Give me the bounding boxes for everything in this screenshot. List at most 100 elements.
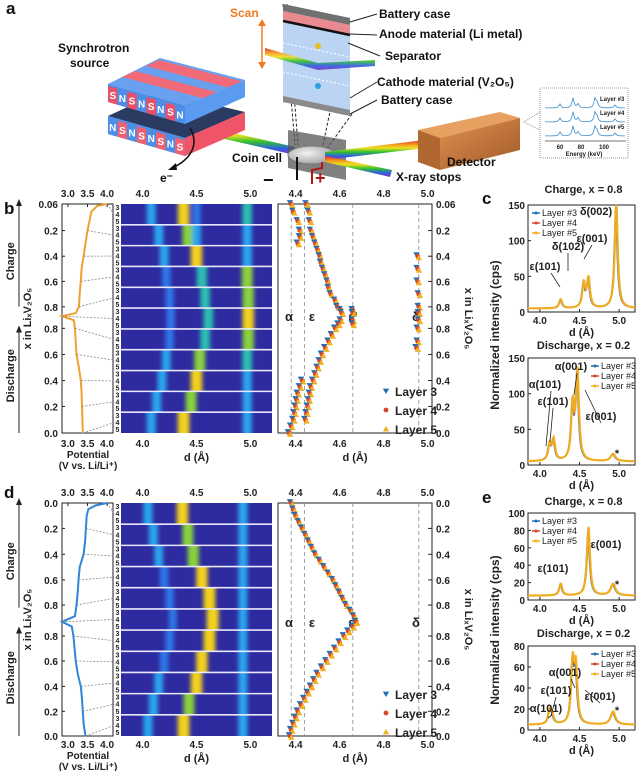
connector-line: [85, 528, 115, 536]
potential-bottom-tick-label: 4.0: [100, 439, 114, 450]
heatmap-band: [143, 503, 153, 525]
spectrum-title: Charge, x = 0.8: [545, 496, 623, 508]
heatmap-row-label: 3: [116, 525, 120, 532]
heatmap-band: [148, 693, 158, 715]
heatmap-band: [146, 412, 156, 433]
right-y-axis-label: x in LiₓV₂O₅: [462, 288, 474, 350]
legend-entry: Layer #5: [601, 381, 636, 391]
magnet-pole-letter: N: [157, 105, 164, 116]
detector-icon: [418, 112, 520, 170]
heatmap-band: [187, 545, 199, 567]
heatmap-row-label: 4: [116, 378, 120, 385]
potential-axis-unit: (V vs. Li/Li⁺): [59, 461, 118, 472]
data-point-epsilon-layer-5: [307, 219, 315, 225]
heatmap-row-label: 3: [116, 226, 120, 233]
legend-entry: Layer #4: [601, 659, 636, 669]
x-axis-label: d (Å): [569, 744, 594, 757]
y-tick-label: 0.0: [44, 429, 58, 440]
data-point-epsilon-layer-5: [320, 665, 327, 672]
heatmap-row-label: 5: [116, 539, 120, 546]
panel-label-c: c: [482, 189, 491, 208]
heatmap-band: [161, 349, 171, 371]
potential-axis-label: Potential: [67, 751, 109, 762]
right-y-tick-label: 0.4: [436, 377, 450, 388]
scatter-bottom-tick-label: 4.6: [333, 740, 347, 751]
inset-spectrum-line: [545, 124, 625, 137]
heatmap-band: [242, 391, 252, 413]
magnet-pole-letter: N: [167, 140, 174, 151]
heatmap-band: [242, 412, 252, 433]
x-axis-label: d (Å): [569, 326, 594, 339]
heatmap-row-label: 5: [116, 260, 120, 267]
heatmap-band: [185, 391, 197, 413]
heatmap-row-label: 5: [116, 302, 120, 309]
y-tick-label: 0.6: [44, 277, 58, 288]
scatter-top-tick-label: 5.0: [421, 488, 435, 499]
heatmap-row-label: 3: [116, 695, 120, 702]
heatmap-band: [238, 608, 248, 631]
heatmap-band: [159, 566, 169, 588]
heatmap-band: [177, 714, 190, 736]
data-point-epsilon-layer-5: [306, 210, 314, 216]
diffracted-beam: [325, 140, 425, 160]
potential-bottom-tick-label: 3.5: [81, 740, 95, 751]
charge-arrowhead-icon: [16, 498, 22, 505]
heatmap-row-label: 3: [116, 205, 120, 212]
potential-top-tick-label: 3.5: [81, 488, 95, 499]
y-tick-label: 0: [519, 461, 525, 472]
y-tick-label: 0.6: [44, 576, 58, 587]
connector-line: [74, 327, 115, 340]
phase-label: α: [285, 309, 293, 324]
heatmap-band: [203, 630, 216, 652]
scatter-top-tick-label: 4.4: [289, 189, 303, 200]
coin-cell-label: Coin cell: [232, 151, 282, 165]
heatmap-band: [154, 672, 164, 694]
data-point-alpha-layer-5: [295, 241, 303, 248]
xray-stops-label: X-ray stops: [396, 170, 462, 184]
x-tick-label: 4.0: [533, 469, 547, 480]
data-point-epsilon_prime-layer-5: [350, 311, 358, 317]
electron-label: e⁻: [160, 171, 173, 185]
scatter-bottom-tick-label: 4.8: [377, 439, 391, 450]
data-point-alpha-layer-5: [292, 411, 299, 417]
heatmap-row-label: 4: [116, 254, 120, 261]
magnet-pole-letter: S: [109, 91, 116, 102]
data-point-epsilon-layer-5: [323, 346, 330, 352]
legend-marker-icon: [534, 231, 538, 235]
potential-axis-unit: (V vs. Li/Li⁺): [59, 762, 118, 771]
discharge-arrowhead-icon: [16, 626, 22, 634]
heatmap-row-label: 4: [116, 212, 120, 219]
right-y-tick-label: 0.0: [436, 732, 450, 743]
heatmap-band: [196, 566, 208, 588]
data-point-alpha-layer-5: [294, 398, 302, 404]
right-y-tick-label: 0.8: [436, 632, 450, 643]
data-point-epsilon-layer-5: [342, 634, 349, 640]
y-tick-label: 50: [514, 425, 526, 436]
legend-marker-icon: [534, 519, 538, 523]
peak-annotation: *: [615, 579, 620, 591]
scatter-top-tick-label: 4.8: [377, 488, 391, 499]
heatmap-row-label: 4: [116, 316, 120, 323]
scatter-top-tick-label: 4.6: [333, 189, 347, 200]
data-point-alpha-layer-5: [293, 404, 300, 411]
y-tick-label: 0.4: [44, 682, 58, 693]
heatmap-row-label: 5: [116, 219, 120, 226]
data-point-epsilon-layer-5: [337, 640, 344, 647]
data-point-epsilon-layer-5: [288, 734, 295, 740]
legend-marker-icon: [593, 384, 597, 388]
legend-marker-icon: [383, 407, 389, 413]
data-point-epsilon-layer-5: [329, 333, 337, 339]
right-y-tick-label: 0.8: [436, 303, 450, 314]
inset-tick: 80: [578, 145, 585, 151]
right-y-tick-label: 0.6: [436, 657, 450, 668]
heatmap-row-label: 5: [116, 561, 120, 568]
legend-marker-icon: [534, 529, 538, 533]
peak-annotation: ε(001): [585, 691, 616, 703]
y-tick-label: 100: [508, 509, 525, 520]
heatmap-row-label: 4: [116, 681, 120, 688]
data-point-epsilon-layer-5: [302, 697, 309, 703]
peak-annotation: α(001): [555, 361, 588, 373]
y-tick-label: 0.0: [44, 732, 58, 743]
